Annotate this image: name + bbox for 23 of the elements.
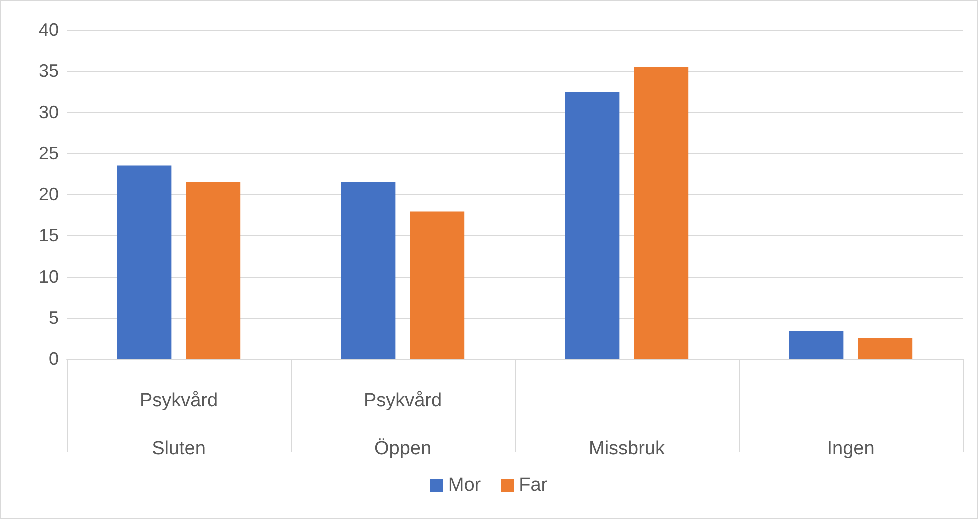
y-tick-label: 20 xyxy=(38,184,59,204)
y-tick-label: 25 xyxy=(38,143,59,164)
bar xyxy=(410,212,465,359)
bar xyxy=(789,331,844,359)
y-tick-label: 0 xyxy=(48,349,59,369)
y-tick-label: 15 xyxy=(38,226,59,246)
bar xyxy=(341,182,396,359)
category-label: Psykvård Öppen xyxy=(364,390,442,460)
legend-label: Far xyxy=(519,475,548,496)
y-tick-label: 35 xyxy=(38,61,59,82)
y-tick-label: 10 xyxy=(38,266,59,287)
y-tick-label: 40 xyxy=(38,20,59,40)
x-tick-label: Ingen xyxy=(827,438,875,460)
y-tick-label: 30 xyxy=(38,102,59,122)
bar xyxy=(565,92,620,359)
legend-label: Mor xyxy=(448,475,482,496)
y-tick-label: 5 xyxy=(48,308,59,328)
x-tick-label: Missbruk xyxy=(588,438,666,460)
category-label: Psykvård Sluten xyxy=(140,390,218,460)
bar xyxy=(634,67,689,359)
bar xyxy=(858,338,913,359)
bar xyxy=(186,182,241,359)
bar xyxy=(117,166,172,359)
